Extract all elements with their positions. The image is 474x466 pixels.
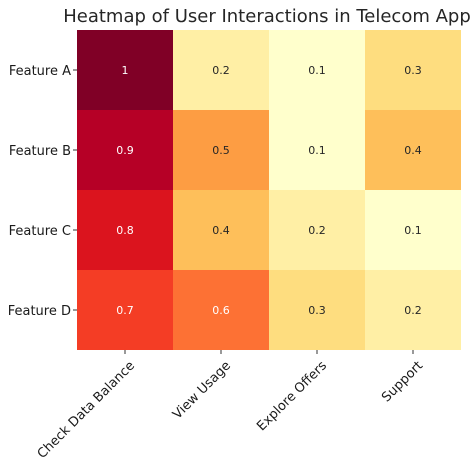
cell-value-label-1-3: 0.1 [308,64,326,77]
heatmap-cell-3-1 [77,190,173,270]
cell-value-label-3-1: 0.8 [116,224,134,237]
heatmap-cell-2-3 [269,110,365,190]
cell-value-label-4-2: 0.6 [212,304,230,317]
x-tick-label: Explore Offers [254,358,330,434]
chart-title: Heatmap of User Interactions in Telecom … [63,6,471,27]
y-tick-label: Feature C [9,224,71,239]
cell-value-label-2-4: 0.4 [404,144,422,157]
y-tick-label: Feature A [9,64,71,79]
heatmap-cell-1-4 [365,30,461,110]
heatmap-cell-2-4 [365,110,461,190]
y-tick-label: Feature D [8,304,71,319]
heatmap-cells [77,30,461,350]
cell-value-label-4-3: 0.3 [308,304,326,317]
cell-value-label-4-4: 0.2 [404,304,422,317]
x-tick-label: View Usage [170,358,234,422]
cell-value-label-3-4: 0.1 [404,224,422,237]
cell-value-label-3-2: 0.4 [212,224,230,237]
cell-value-label-2-1: 0.9 [116,144,134,157]
heatmap-cell-2-2 [173,110,269,190]
x-axis: Check Data Balance View Usage Explore Offe… [35,350,426,462]
cell-value-label-3-3: 0.2 [308,224,326,237]
heatmap-cell-4-2 [173,270,269,350]
cell-value-label-2-3: 0.1 [308,144,326,157]
heatmap-cell-3-4 [365,190,461,270]
cell-value-label-1-1: 1 [122,64,129,77]
cell-value-label-1-4: 0.3 [404,64,422,77]
x-tick-label: Check Data Balance [35,358,138,461]
cell-value-label-2-2: 0.5 [212,144,230,157]
y-tick-label: Feature B [9,144,71,159]
heatmap-cell-1-2 [173,30,269,110]
y-axis: Feature A Feature B Feature C Feature D [8,64,77,319]
heatmap-cell-4-1 [77,270,173,350]
cell-value-label-1-2: 0.2 [212,64,230,77]
heatmap-cell-3-3 [269,190,365,270]
cell-value-label-4-1: 0.7 [116,304,134,317]
heatmap-cell-4-3 [269,270,365,350]
heatmap-cell-1-3 [269,30,365,110]
heatmap-cell-3-2 [173,190,269,270]
heatmap-cell-4-4 [365,270,461,350]
x-tick-label: Support [379,358,426,405]
heatmap-cell-labels: 1 0.2 0.1 0.3 0.9 0.5 0.1 0.4 0.8 0.4 0.2 0.1 0.7 0.6… [116,64,422,317]
heatmap-cell-1-1 [77,30,173,110]
heatmap-cell-2-1 [77,110,173,190]
